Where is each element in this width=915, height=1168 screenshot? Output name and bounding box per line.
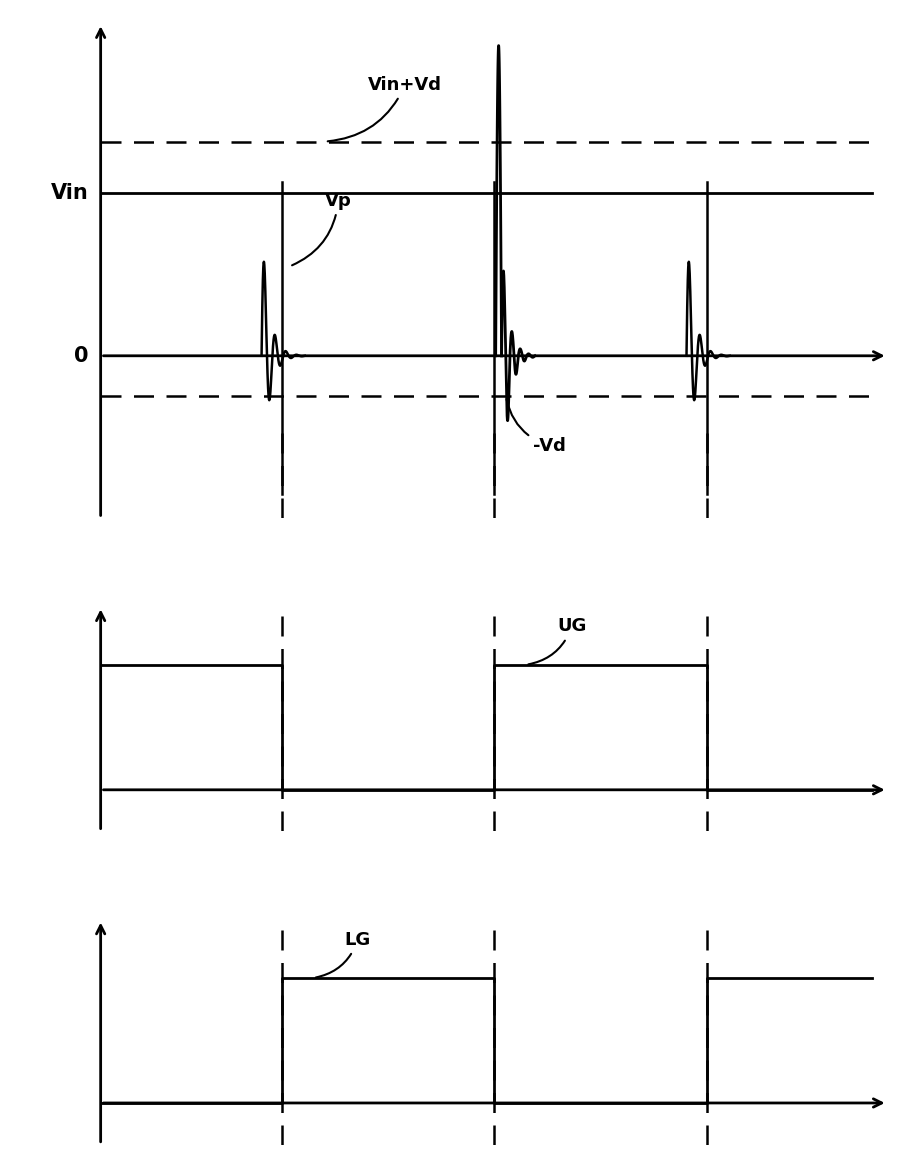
Text: 0: 0: [74, 346, 89, 366]
Text: LG: LG: [316, 931, 371, 978]
Text: -Vd: -Vd: [507, 399, 566, 456]
Text: Vin: Vin: [51, 183, 89, 203]
Text: UG: UG: [528, 618, 587, 665]
Text: Vp: Vp: [292, 192, 351, 265]
Text: Vin+Vd: Vin+Vd: [328, 76, 442, 141]
